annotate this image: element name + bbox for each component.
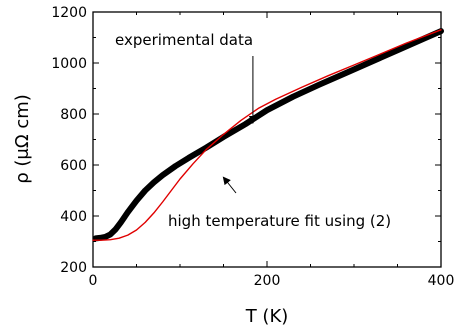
x-tick-label: 400 [428, 273, 455, 289]
series-line-0 [92, 28, 444, 242]
y-tick-label: 600 [60, 158, 87, 174]
x-tick-label: 0 [89, 273, 98, 289]
y-axis-label: ρ (μΩ cm) [12, 94, 33, 184]
annotation-layer: experimental data high temperature fit us… [115, 31, 391, 230]
annotation-experimental: experimental data [115, 31, 253, 49]
annotation-arrow-fit [222, 176, 237, 194]
y-tick-label: 1000 [51, 56, 87, 72]
y-tick-label: 200 [60, 260, 87, 276]
x-tick-label: 200 [254, 273, 281, 289]
annotation-fit: high temperature fit using (2) [168, 212, 391, 230]
y-tick-label: 1200 [51, 5, 87, 21]
series-layer [92, 28, 444, 242]
y-tick-label: 800 [60, 107, 87, 123]
series-line-1 [92, 29, 442, 241]
x-axis-label: T (K) [245, 306, 289, 327]
y-tick-label: 400 [60, 209, 87, 225]
